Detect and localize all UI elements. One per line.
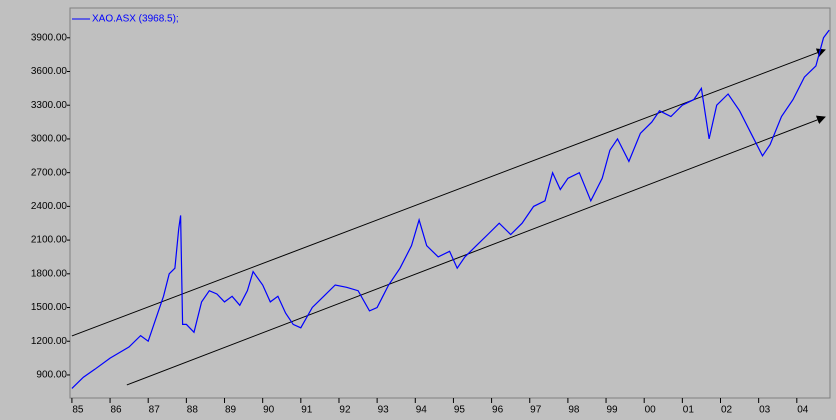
legend-label: XAO.ASX (3968.5);: [92, 14, 179, 25]
price-line: [71, 29, 830, 389]
x-tick-label: 90: [263, 405, 275, 416]
x-tick-label: 03: [759, 405, 771, 416]
x-tick-label: 95: [454, 405, 466, 416]
x-tick-label: 00: [645, 405, 657, 416]
plot-frame: [69, 7, 831, 399]
y-tick-label: 3600.00: [31, 66, 68, 77]
y-tick-label: 2100.00: [31, 235, 68, 246]
x-tick-label: 89: [225, 405, 237, 416]
x-tick-label: 99: [606, 405, 618, 416]
trend-line: [71, 48, 826, 337]
y-tick-label: 3000.00: [31, 134, 68, 145]
x-tick-label: 01: [683, 405, 695, 416]
x-tick-label: 94: [416, 405, 428, 416]
y-tick-label: 1200.00: [31, 336, 68, 347]
x-tick-label: 88: [187, 405, 199, 416]
y-tick-label: 1800.00: [31, 268, 68, 279]
y-tick-label: 1500.00: [31, 302, 68, 313]
y-tick-label: 900.00: [36, 370, 67, 381]
x-tick-label: 02: [721, 405, 733, 416]
x-tick-label: 97: [530, 405, 542, 416]
x-tick-label: 87: [149, 405, 161, 416]
x-tick-label: 96: [492, 405, 504, 416]
x-tick-label: 93: [378, 405, 390, 416]
x-tick-label: 86: [110, 405, 122, 416]
y-tick-label: 2700.00: [31, 167, 68, 178]
x-tick-label: 04: [797, 405, 809, 416]
y-tick-label: 2400.00: [31, 201, 68, 212]
x-tick-label: 92: [339, 405, 351, 416]
y-tick-label: 3900.00: [31, 32, 68, 43]
y-tick-label: 3300.00: [31, 100, 68, 111]
trend-line: [126, 115, 826, 386]
x-tick-label: 85: [72, 405, 84, 416]
x-tick-label: 91: [301, 405, 313, 416]
x-tick-label: 98: [568, 405, 580, 416]
